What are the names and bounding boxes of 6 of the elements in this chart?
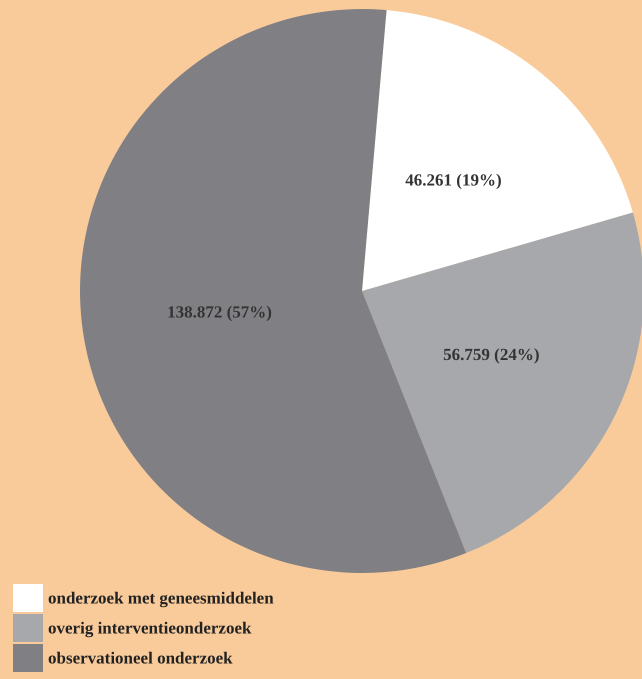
legend-label: overig interventieonderzoek	[48, 618, 252, 638]
data-label: 56.759 (24%)	[443, 344, 540, 364]
data-label: 46.261 (19%)	[405, 170, 502, 190]
legend-label: observationeel onderzoek	[48, 648, 234, 668]
legend-label: onderzoek met geneesmiddelen	[48, 588, 274, 608]
data-label: 138.872 (57%)	[167, 302, 272, 322]
